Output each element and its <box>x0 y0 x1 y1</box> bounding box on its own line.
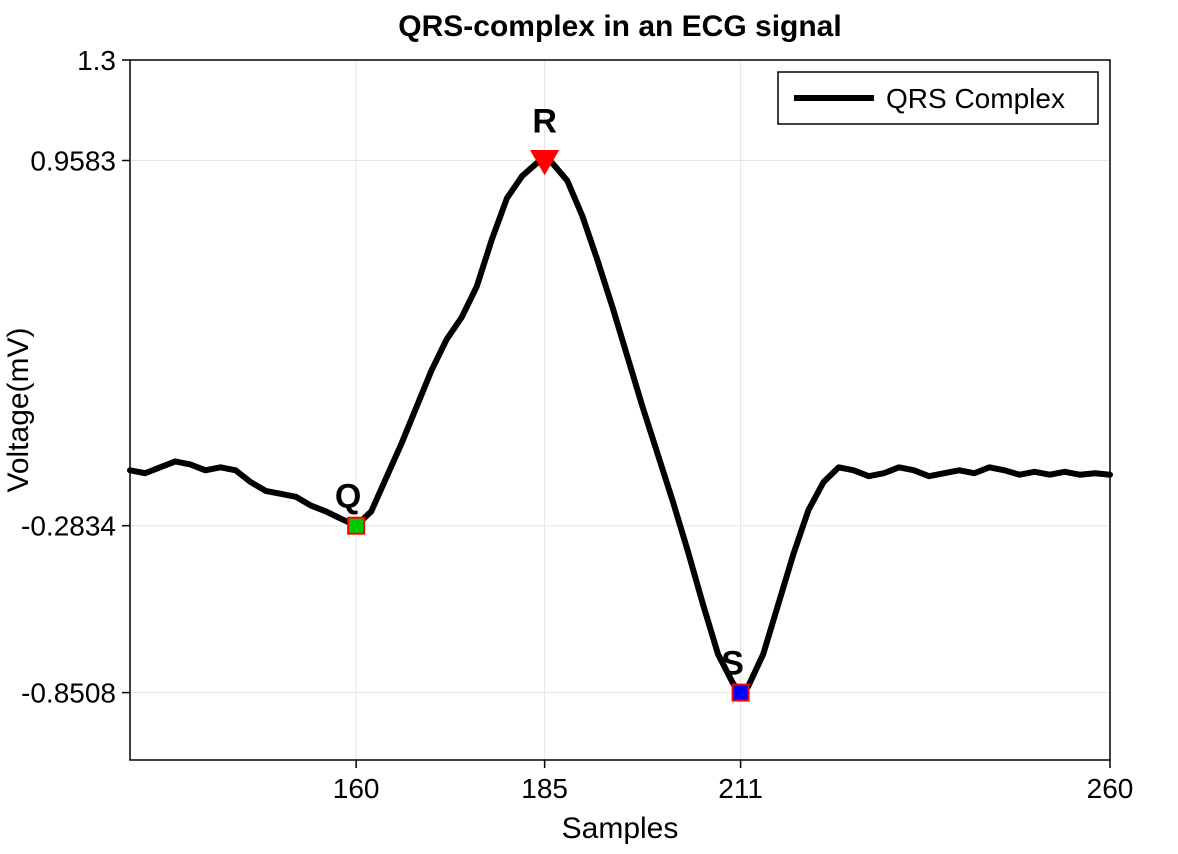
x-tick: 211 <box>718 773 763 804</box>
plot-background <box>130 60 1110 760</box>
legend-label: QRS Complex <box>886 83 1065 114</box>
chart-container: Q R S 160 185 211 260 -0.8508 -0.2834 0.9583 1.3… <box>0 0 1178 854</box>
y-axis-label: Voltage(mV) <box>2 327 35 492</box>
y-tick: 0.9583 <box>30 146 116 177</box>
marker-q <box>348 518 364 534</box>
y-tick: 1.3 <box>77 45 116 76</box>
x-tick: 160 <box>333 773 380 804</box>
marker-label-q: Q <box>335 478 361 516</box>
x-axis-label: Samples <box>562 812 679 845</box>
marker-s <box>733 685 749 701</box>
marker-label-s: S <box>721 645 744 683</box>
y-tick-labels: -0.8508 -0.2834 0.9583 1.3 <box>21 45 130 709</box>
y-tick: -0.8508 <box>21 678 116 709</box>
x-tick: 185 <box>521 773 568 804</box>
x-tick: 260 <box>1087 773 1134 804</box>
legend: QRS Complex <box>778 72 1098 124</box>
x-tick-labels: 160 185 211 260 <box>333 760 1134 804</box>
ecg-chart: Q R S 160 185 211 260 -0.8508 -0.2834 0.9583 1.3… <box>0 0 1178 854</box>
marker-label-r: R <box>532 103 557 141</box>
chart-title: QRS-complex in an ECG signal <box>398 10 841 43</box>
y-tick: -0.2834 <box>21 511 116 542</box>
